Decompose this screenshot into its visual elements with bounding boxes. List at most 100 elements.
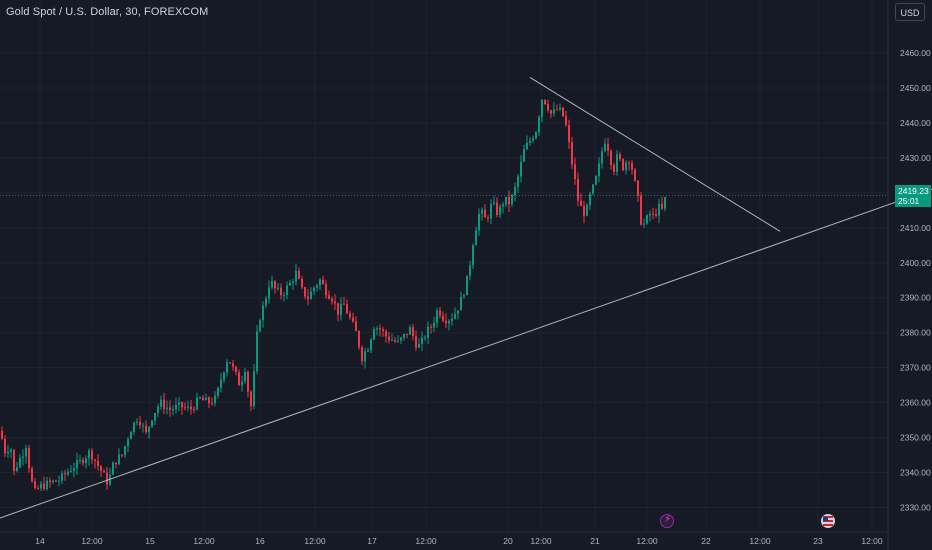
x-tick-label: 16: [255, 536, 265, 546]
candle-body: [568, 125, 570, 143]
candle-body: [247, 371, 249, 392]
y-tick-label: 2450.00: [900, 83, 931, 93]
candle-body: [112, 462, 114, 475]
candle-body: [601, 151, 603, 164]
candle-body: [253, 371, 255, 407]
candle-body: [661, 203, 663, 209]
candle-body: [595, 176, 597, 185]
candle-body: [256, 331, 258, 372]
candle-body: [448, 320, 450, 324]
candle-body: [565, 116, 567, 126]
candle-body: [25, 448, 27, 457]
candle-body: [349, 313, 351, 318]
candle-body: [454, 313, 456, 319]
candle-body: [121, 454, 123, 456]
candle-body: [367, 350, 369, 352]
candle-body: [535, 132, 537, 139]
us-flag-event-icon[interactable]: [821, 514, 835, 528]
candle-body: [154, 413, 156, 421]
symbol-title[interactable]: Gold Spot / U.S. Dollar, 30, FOREXCOM: [6, 6, 209, 18]
x-tick-label: 12:00: [530, 536, 552, 546]
y-tick-label: 2410.00: [900, 223, 931, 233]
candle-body: [133, 422, 135, 433]
y-tick-label: 2370.00: [900, 363, 931, 373]
candle-body: [169, 407, 171, 410]
candle-body: [88, 450, 90, 459]
candle-body: [184, 407, 186, 409]
candle-body: [361, 347, 363, 362]
candle-body: [598, 163, 600, 177]
candle-body: [103, 471, 105, 473]
candle-body: [55, 480, 57, 482]
candle-body: [343, 303, 345, 305]
candle-body: [538, 117, 540, 133]
candle-body: [181, 402, 183, 408]
candle-body: [235, 366, 237, 373]
candle-body: [655, 214, 657, 216]
candle-body: [472, 245, 474, 266]
candle-body: [334, 301, 336, 304]
currency-button[interactable]: USD: [895, 3, 925, 21]
candle-body: [232, 363, 234, 367]
candle-body: [403, 333, 405, 338]
candle-body: [382, 329, 384, 332]
candle-body: [433, 322, 435, 328]
candle-body: [22, 456, 24, 459]
candle-body: [292, 281, 294, 283]
candle-body: [37, 487, 39, 489]
candle-body: [280, 287, 282, 296]
x-tick-label: 15: [145, 536, 155, 546]
candle-body: [10, 449, 12, 452]
candle-body: [142, 425, 144, 427]
candle-body: [358, 331, 360, 348]
candle-body: [151, 420, 153, 427]
x-tick-label: 12:00: [193, 536, 215, 546]
lightning-event-icon[interactable]: ⚡: [660, 514, 674, 528]
y-tick-label: 2380.00: [900, 328, 931, 338]
y-tick-label: 2430.00: [900, 153, 931, 163]
candle-body: [277, 287, 279, 289]
candle-body: [259, 320, 261, 332]
x-tick-label: 22: [701, 536, 711, 546]
candle-body: [370, 339, 372, 351]
candle-body: [625, 162, 627, 171]
candle-body: [214, 395, 216, 404]
candle-body: [61, 473, 63, 481]
candle-body: [100, 465, 102, 472]
candle-body: [439, 310, 441, 316]
candle-body: [664, 196, 666, 209]
candle-body: [499, 206, 501, 216]
candle-body: [196, 397, 198, 410]
x-tick-label: 14: [35, 536, 45, 546]
candle-body: [613, 165, 615, 172]
candle-body: [409, 327, 411, 335]
candle-body: [172, 409, 174, 411]
candle-body: [463, 295, 465, 297]
candle-body: [178, 402, 180, 405]
candle-body: [163, 399, 165, 409]
candle-body: [652, 213, 654, 215]
candle-body: [412, 327, 414, 337]
candle-body: [322, 279, 324, 285]
candle-body: [295, 270, 297, 282]
x-tick-label: 21: [590, 536, 600, 546]
candle-body: [148, 426, 150, 433]
candle-body: [337, 303, 339, 315]
candle-body: [160, 399, 162, 407]
candle-body: [592, 184, 594, 194]
candle-body: [517, 176, 519, 187]
x-tick-label: 12:00: [861, 536, 883, 546]
candle-body: [544, 99, 546, 104]
x-tick-label: 20: [503, 536, 513, 546]
candle-body: [589, 193, 591, 206]
candle-body: [316, 285, 318, 288]
candle-body: [40, 483, 42, 489]
candle-body: [493, 202, 495, 204]
candle-body: [49, 480, 51, 483]
candle-body: [136, 421, 138, 423]
candle-body: [82, 459, 84, 464]
candle-body: [220, 379, 222, 388]
candle-body: [4, 438, 6, 454]
candle-body: [520, 161, 522, 177]
